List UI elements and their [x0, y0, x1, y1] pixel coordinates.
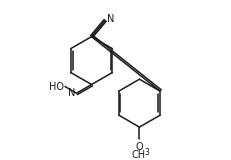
Text: CH: CH — [132, 150, 146, 160]
Text: O: O — [136, 142, 143, 152]
Text: N: N — [68, 88, 76, 98]
Text: 3: 3 — [145, 148, 150, 157]
Text: HO: HO — [49, 82, 64, 92]
Text: N: N — [107, 14, 115, 24]
